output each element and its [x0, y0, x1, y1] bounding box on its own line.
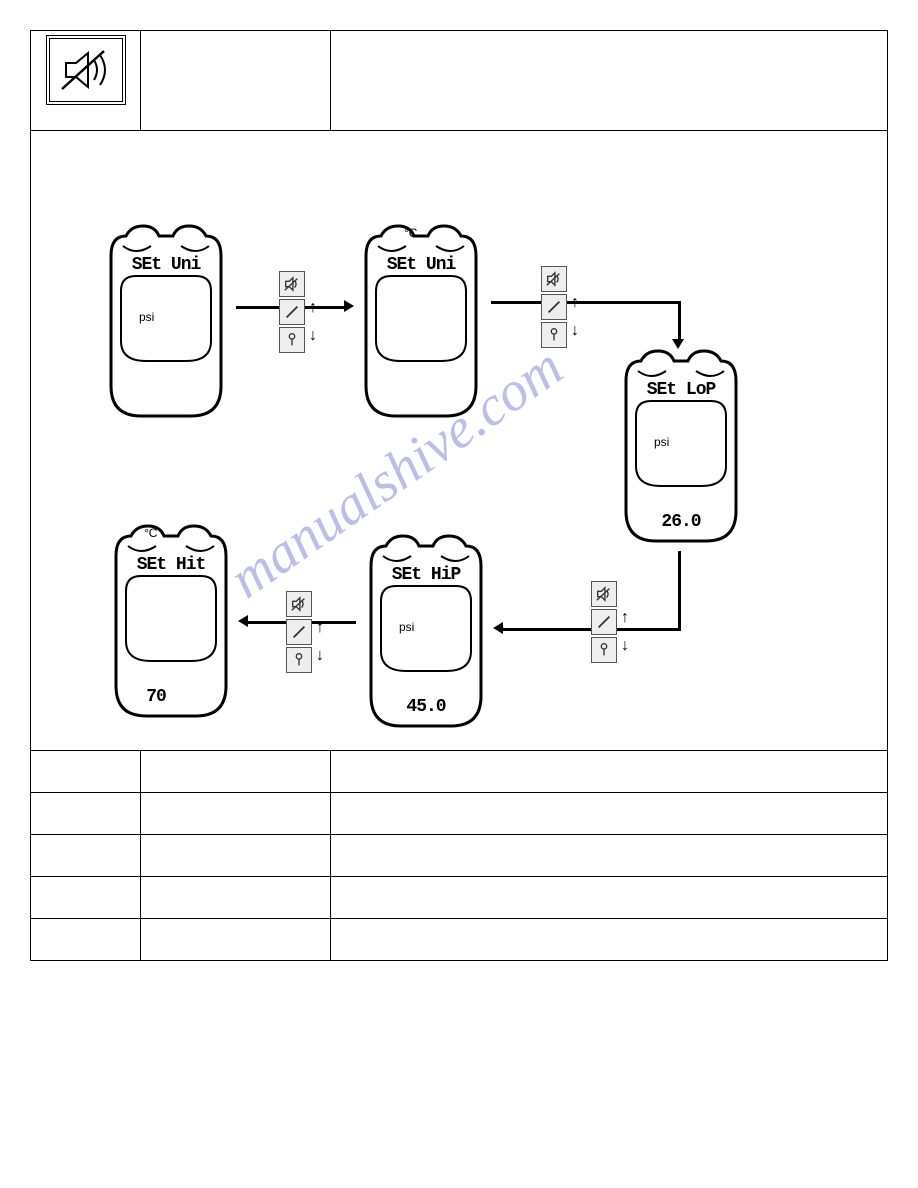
- arrow-head-4-5: [238, 615, 248, 627]
- header-col3: [331, 31, 888, 131]
- up-btn-icon: [286, 619, 312, 645]
- up-arrow-label: ↑: [621, 609, 629, 627]
- arrow-2-3-v: [678, 301, 681, 341]
- button-stack-4: ↑ ↓: [286, 591, 316, 675]
- arrow-head-1-2: [344, 300, 354, 312]
- d2-title: SEt Uni: [387, 255, 457, 275]
- button-stack-2: ↑ ↓: [541, 266, 571, 350]
- down-arrow-label: ↓: [621, 637, 629, 655]
- d3-unit: psi: [654, 435, 669, 449]
- bottom-r1-c2: [141, 751, 331, 793]
- down-btn-icon: [591, 637, 617, 663]
- up-btn-icon: [279, 299, 305, 325]
- mute-icon-cell: [31, 31, 141, 131]
- bottom-r2-c1: [31, 793, 141, 835]
- layout-table: SEt Uni psi SEt Uni °C: [30, 30, 888, 961]
- d3-title: SEt LoP: [647, 380, 717, 400]
- device-2: SEt Uni °C: [356, 221, 486, 421]
- d3-value: 26.0: [661, 512, 700, 532]
- device-4: SEt HiP psi 45.0: [361, 531, 491, 731]
- mute-icon-large: [46, 35, 126, 105]
- down-arrow-label: ↓: [571, 322, 579, 340]
- d4-unit: psi: [399, 620, 414, 634]
- bottom-r3-c3: [331, 835, 888, 877]
- bottom-r5-c3: [331, 919, 888, 961]
- up-arrow-label: ↑: [316, 619, 324, 637]
- arrow-2-3-h: [491, 301, 681, 304]
- d1-unit: psi: [139, 310, 154, 324]
- down-btn-icon: [279, 327, 305, 353]
- diagram-area: SEt Uni psi SEt Uni °C: [61, 161, 781, 721]
- up-btn-icon: [591, 609, 617, 635]
- bottom-r3-c2: [141, 835, 331, 877]
- bottom-r4-c3: [331, 877, 888, 919]
- bottom-r4-c2: [141, 877, 331, 919]
- d5-value: 70: [146, 687, 166, 707]
- arrow-head-2-3: [672, 339, 684, 349]
- bottom-r1-c1: [31, 751, 141, 793]
- bottom-r1-c3: [331, 751, 888, 793]
- down-arrow-label: ↓: [316, 647, 324, 665]
- up-arrow-label: ↑: [309, 299, 317, 317]
- mute-btn-icon: [279, 271, 305, 297]
- bottom-r4-c1: [31, 877, 141, 919]
- bottom-r2-c2: [141, 793, 331, 835]
- down-arrow-label: ↓: [309, 327, 317, 345]
- diagram-cell: SEt Uni psi SEt Uni °C: [31, 131, 888, 751]
- device-3: SEt LoP psi 26.0: [616, 346, 746, 546]
- bottom-r2-c3: [331, 793, 888, 835]
- mute-btn-icon: [286, 591, 312, 617]
- header-col2: [141, 31, 331, 131]
- down-btn-icon: [286, 647, 312, 673]
- up-btn-icon: [541, 294, 567, 320]
- d4-value: 45.0: [406, 697, 445, 717]
- d2-temp: °C: [404, 226, 418, 240]
- d5-title: SEt Hit: [137, 555, 206, 575]
- d4-title: SEt HiP: [392, 565, 462, 585]
- device-1: SEt Uni psi: [101, 221, 231, 421]
- bottom-r5-c1: [31, 919, 141, 961]
- button-stack-1: ↑ ↓: [279, 271, 309, 355]
- down-btn-icon: [541, 322, 567, 348]
- device-5: SEt Hit °C 70: [106, 521, 236, 721]
- button-stack-3: ↑ ↓: [591, 581, 621, 665]
- d5-temp: °C: [144, 526, 158, 540]
- d1-title: SEt Uni: [132, 255, 202, 275]
- mute-btn-icon: [591, 581, 617, 607]
- arrow-3-4-v: [678, 551, 681, 631]
- bottom-r3-c1: [31, 835, 141, 877]
- up-arrow-label: ↑: [571, 294, 579, 312]
- bottom-r5-c2: [141, 919, 331, 961]
- mute-btn-icon: [541, 266, 567, 292]
- arrow-head-3-4: [493, 622, 503, 634]
